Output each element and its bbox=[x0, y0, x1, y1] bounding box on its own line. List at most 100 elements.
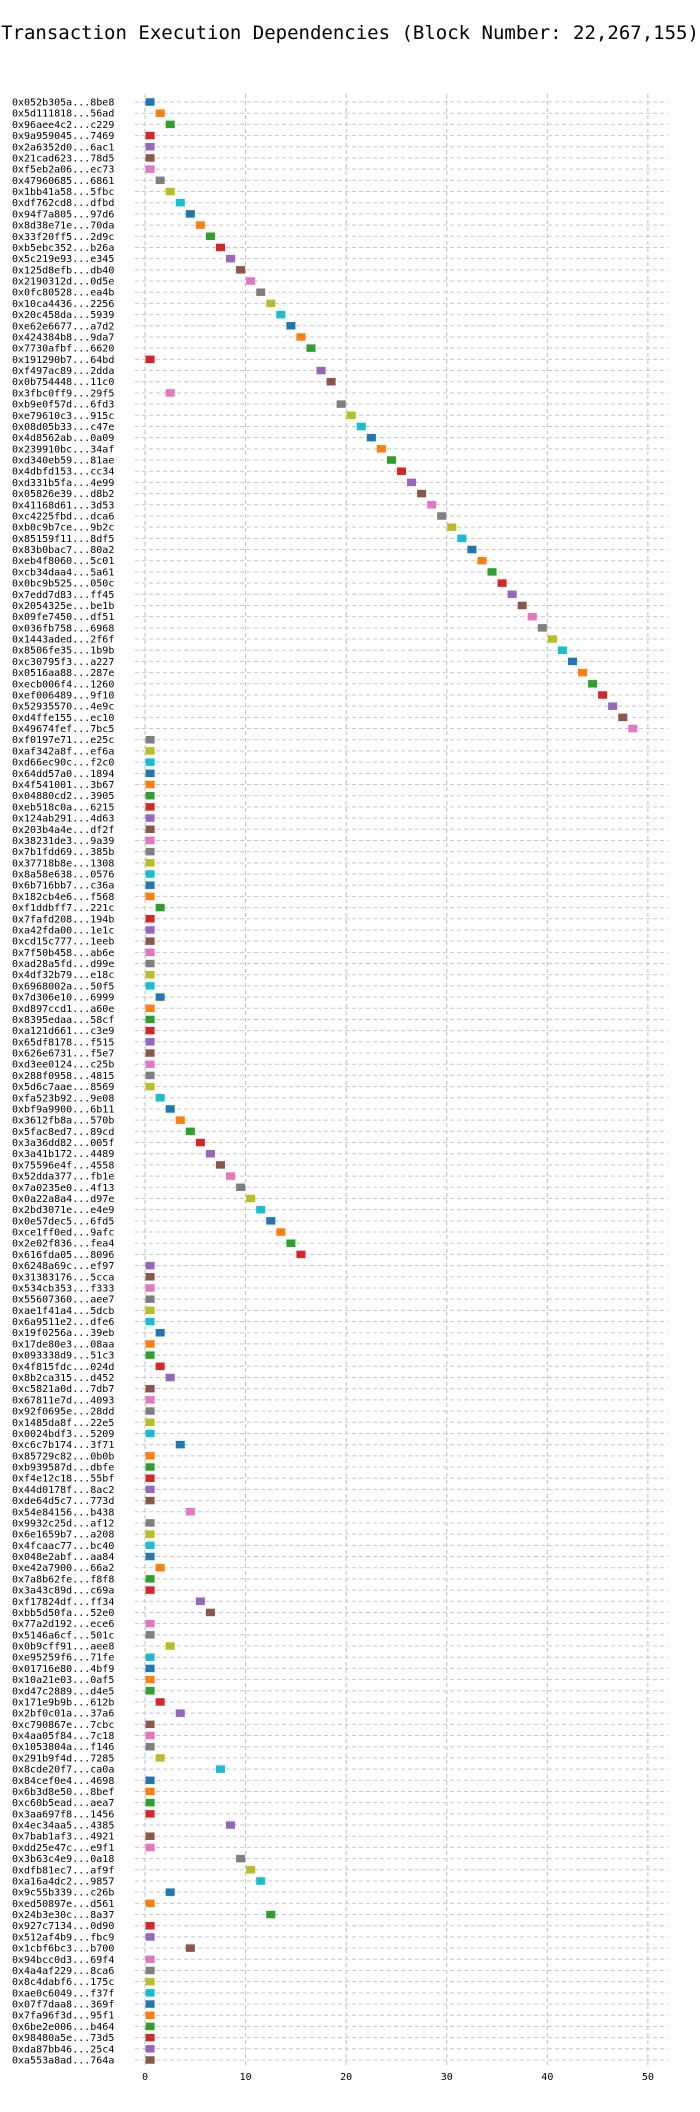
transaction-label: 0xde64d5c7...773d bbox=[12, 1496, 114, 1507]
chart-title: Transaction Execution Dependencies (Bloc… bbox=[1, 22, 699, 44]
transaction-bar bbox=[145, 791, 155, 800]
transaction-label: 0x5fac8ed7...89cd bbox=[12, 1127, 114, 1138]
transaction-bar bbox=[266, 299, 276, 308]
transaction-label: 0x171e9b9b...612b bbox=[12, 1697, 114, 1708]
transaction-bar bbox=[145, 1675, 155, 1684]
transaction-label: 0x2a6352d0...6ac1 bbox=[12, 142, 114, 153]
transaction-label: 0x55607360...aee7 bbox=[12, 1295, 114, 1306]
transaction-label: 0x288f0958...4815 bbox=[12, 1071, 114, 1082]
transaction-bar bbox=[547, 635, 557, 643]
transaction-label: 0x5146a6cf...501c bbox=[12, 1630, 114, 1641]
transaction-bar bbox=[155, 1698, 165, 1706]
transaction-bar bbox=[145, 814, 155, 822]
transaction-label: 0x3b63c4e9...0a18 bbox=[12, 1854, 114, 1865]
transaction-bar bbox=[276, 1228, 286, 1236]
transaction-label: 0x47960685...6861 bbox=[12, 176, 114, 187]
transaction-bar bbox=[316, 366, 326, 375]
transaction-label: 0x0bc9b525...050c bbox=[12, 579, 114, 590]
transaction-label: 0x20c458da...5939 bbox=[12, 310, 114, 321]
transaction-bar bbox=[195, 221, 205, 229]
transaction-label: 0xb9e0f57d...6fd3 bbox=[12, 400, 114, 411]
transaction-bar bbox=[145, 1496, 155, 1505]
transaction-bar bbox=[296, 1250, 306, 1259]
transaction-bar bbox=[155, 176, 165, 185]
transaction-label: 0xbb5d50fa...52e0 bbox=[12, 1608, 114, 1619]
transaction-label: 0xa42fda00...1e1c bbox=[12, 925, 114, 936]
transaction-label: 0x239910bc...34af bbox=[12, 444, 114, 455]
transaction-label: 0xeb4f8060...5c01 bbox=[12, 556, 114, 567]
transaction-label: 0x6968002a...50f5 bbox=[12, 981, 114, 992]
transaction-label: 0xecb006f4...1260 bbox=[12, 679, 114, 690]
transaction-label: 0x125d8efb...db40 bbox=[12, 265, 114, 276]
transaction-bar bbox=[537, 624, 547, 632]
transaction-bar bbox=[145, 769, 155, 778]
transaction-bar bbox=[165, 1373, 175, 1382]
transaction-label: 0xfa523b92...9e08 bbox=[12, 1093, 114, 1104]
transaction-label: 0x7edd7d83...ff45 bbox=[12, 590, 114, 601]
transaction-bar bbox=[145, 2045, 155, 2053]
transaction-label: 0x424384b8...9da7 bbox=[12, 332, 114, 343]
transaction-bar bbox=[205, 232, 215, 241]
transaction-bar bbox=[145, 915, 155, 923]
transaction-label: 0xe62e6677...a7d2 bbox=[12, 321, 114, 332]
transaction-label: 0x41168d61...3d53 bbox=[12, 500, 114, 511]
transaction-label: 0x036fb758...6968 bbox=[12, 623, 114, 634]
transaction-label: 0x4f541001...3b67 bbox=[12, 780, 114, 791]
transaction-label: 0x7a0235e0...4f13 bbox=[12, 1183, 114, 1194]
transaction-bar bbox=[175, 1440, 185, 1449]
transaction-label: 0x8d38e71e...70da bbox=[12, 221, 114, 232]
transaction-bar bbox=[165, 1642, 175, 1650]
transaction-bar bbox=[215, 1161, 226, 1169]
transaction-bar bbox=[608, 702, 618, 710]
transaction-label: 0x6a9511e2...dfe6 bbox=[12, 1317, 114, 1328]
transaction-label: 0xd3ee0124...c25b bbox=[12, 1060, 114, 1071]
transaction-label: 0x21cad623...78d5 bbox=[12, 153, 114, 164]
transaction-label: 0xc6c7b174...3f71 bbox=[12, 1440, 114, 1451]
transaction-bar bbox=[145, 2000, 155, 2008]
transaction-label: 0xb939587d...dbfe bbox=[12, 1463, 114, 1474]
transaction-label: 0x0fc80528...ea4b bbox=[12, 288, 114, 299]
transaction-bar bbox=[165, 120, 175, 129]
transaction-label: 0x0b754448...11c0 bbox=[12, 377, 114, 388]
transaction-label: 0x2bd3071e...e4e9 bbox=[12, 1205, 114, 1216]
x-tick-label: 0 bbox=[142, 2072, 148, 2083]
transaction-bar bbox=[437, 512, 447, 520]
transaction-label: 0x7d306e10...6999 bbox=[12, 993, 114, 1004]
transaction-label: 0xb0c9b7ce...9b2c bbox=[12, 523, 114, 534]
transaction-bar bbox=[165, 1888, 175, 1896]
transaction-bar bbox=[296, 333, 306, 341]
transaction-bar bbox=[145, 1575, 155, 1583]
transaction-label: 0xa16a4dc2...9857 bbox=[12, 1876, 114, 1887]
transaction-label: 0xb5ebc352...b26a bbox=[12, 243, 114, 254]
transaction-bar bbox=[145, 1060, 155, 1068]
transaction-bar bbox=[226, 1821, 236, 1829]
transaction-bar bbox=[517, 601, 527, 610]
transaction-label: 0x093338d9...51c3 bbox=[12, 1351, 114, 1362]
transaction-label: 0xda87bb46...25c4 bbox=[12, 2044, 114, 2055]
transaction-label: 0xf0197e71...e25c bbox=[12, 735, 114, 746]
transaction-bar bbox=[145, 881, 155, 889]
transaction-label: 0x4fcaac77...bc40 bbox=[12, 1541, 114, 1552]
transaction-bar bbox=[145, 1396, 155, 1404]
transaction-label: 0x8395edaa...58cf bbox=[12, 1015, 114, 1026]
transaction-bar bbox=[175, 1116, 185, 1124]
transaction-label: 0x10ca4436...2256 bbox=[12, 299, 114, 310]
transaction-bar bbox=[266, 1217, 276, 1225]
transaction-label: 0x96aee4c2...c229 bbox=[12, 120, 114, 131]
transaction-bar bbox=[145, 1552, 155, 1561]
transaction-label: 0x9a959045...7469 bbox=[12, 131, 114, 142]
transaction-bar bbox=[145, 836, 155, 845]
transaction-bar bbox=[185, 1508, 195, 1516]
transaction-label: 0x6be2e006...b464 bbox=[12, 2022, 114, 2033]
transaction-bar bbox=[145, 948, 155, 957]
transaction-label: 0x01716e80...4bf9 bbox=[12, 1664, 114, 1675]
transaction-label: 0x10a21e03...0af5 bbox=[12, 1675, 114, 1686]
x-tick-label: 30 bbox=[441, 2072, 453, 2083]
transaction-label: 0x77a2d192...ece6 bbox=[12, 1619, 114, 1630]
transaction-bar bbox=[417, 489, 427, 498]
transaction-label: 0x3612fb8a...570b bbox=[12, 1116, 114, 1127]
transaction-label: 0x2bf0c01a...37a6 bbox=[12, 1709, 114, 1720]
transaction-label: 0x7fa96f3d...95f1 bbox=[12, 2011, 114, 2022]
transaction-bar bbox=[145, 1530, 155, 1538]
transaction-bar bbox=[246, 1866, 256, 1874]
